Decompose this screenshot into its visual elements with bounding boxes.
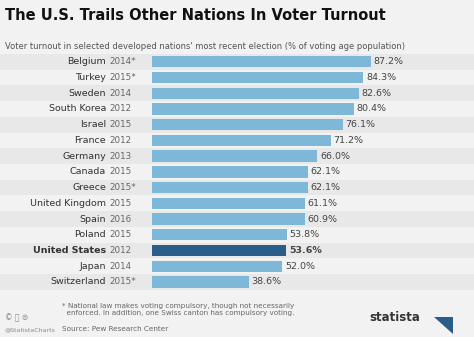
Bar: [152, 245, 286, 256]
Bar: [0, 227, 474, 243]
Text: Germany: Germany: [63, 152, 106, 161]
Bar: [0, 54, 474, 70]
Text: 53.6%: 53.6%: [289, 246, 321, 255]
Text: 2016: 2016: [109, 215, 131, 223]
Text: United Kingdom: United Kingdom: [30, 199, 106, 208]
Text: Switzerland: Switzerland: [51, 277, 106, 286]
Text: 61.1%: 61.1%: [308, 199, 337, 208]
Text: 52.0%: 52.0%: [285, 262, 315, 271]
Text: United States: United States: [33, 246, 106, 255]
Text: © ⓘ ⊜: © ⓘ ⊜: [5, 313, 28, 323]
Text: Israel: Israel: [80, 120, 106, 129]
Bar: [0, 274, 474, 290]
Text: 2015: 2015: [109, 199, 131, 208]
Text: 2015*: 2015*: [109, 277, 136, 286]
Text: 2012: 2012: [109, 136, 131, 145]
Bar: [152, 166, 308, 178]
Bar: [0, 117, 474, 132]
Text: 71.2%: 71.2%: [333, 136, 363, 145]
Bar: [0, 70, 474, 85]
Text: Voter turnout in selected developed nations' most recent election (% of voting a: Voter turnout in selected developed nati…: [5, 42, 405, 51]
Bar: [0, 101, 474, 117]
Text: 2012: 2012: [109, 246, 131, 255]
Bar: [152, 261, 283, 272]
Text: Canada: Canada: [70, 167, 106, 176]
Text: Poland: Poland: [74, 230, 106, 239]
Text: 84.3%: 84.3%: [366, 73, 396, 82]
Text: 80.4%: 80.4%: [356, 104, 386, 114]
Bar: [152, 135, 330, 146]
Bar: [0, 132, 474, 148]
Bar: [152, 72, 364, 83]
Text: 62.1%: 62.1%: [310, 183, 340, 192]
Text: statista: statista: [370, 310, 420, 324]
Text: 2015: 2015: [109, 230, 131, 239]
Text: 2014: 2014: [109, 89, 131, 98]
Text: France: France: [74, 136, 106, 145]
Text: * National law makes voting compulsory, though not necessarily
  enforced. In ad: * National law makes voting compulsory, …: [62, 303, 294, 316]
Polygon shape: [434, 317, 453, 334]
Text: Turkey: Turkey: [75, 73, 106, 82]
Bar: [0, 211, 474, 227]
Bar: [0, 180, 474, 195]
Text: The U.S. Trails Other Nations In Voter Turnout: The U.S. Trails Other Nations In Voter T…: [5, 8, 385, 24]
Text: 38.6%: 38.6%: [251, 277, 281, 286]
Text: 60.9%: 60.9%: [307, 215, 337, 223]
Bar: [0, 243, 474, 258]
Text: 2012: 2012: [109, 104, 131, 114]
Text: 53.8%: 53.8%: [289, 230, 319, 239]
Text: 2013: 2013: [109, 152, 131, 161]
Bar: [0, 148, 474, 164]
Bar: [152, 276, 249, 287]
Text: Source: Pew Research Center: Source: Pew Research Center: [62, 326, 168, 332]
Bar: [152, 151, 318, 162]
Bar: [152, 119, 343, 130]
Text: 2014: 2014: [109, 262, 131, 271]
Text: South Korea: South Korea: [49, 104, 106, 114]
Text: 82.6%: 82.6%: [362, 89, 392, 98]
Bar: [0, 258, 474, 274]
Bar: [0, 164, 474, 180]
Text: 2015*: 2015*: [109, 73, 136, 82]
Bar: [152, 103, 354, 115]
Bar: [0, 195, 474, 211]
Text: Belgium: Belgium: [67, 57, 106, 66]
Bar: [152, 88, 359, 99]
Text: 66.0%: 66.0%: [320, 152, 350, 161]
Bar: [152, 198, 305, 209]
Bar: [152, 213, 305, 225]
Text: 2014*: 2014*: [109, 57, 136, 66]
Text: Spain: Spain: [80, 215, 106, 223]
Text: 2015*: 2015*: [109, 183, 136, 192]
Text: 2015: 2015: [109, 167, 131, 176]
Bar: [152, 229, 287, 240]
Text: 76.1%: 76.1%: [346, 120, 375, 129]
Text: 87.2%: 87.2%: [373, 57, 403, 66]
Bar: [0, 85, 474, 101]
Text: Japan: Japan: [80, 262, 106, 271]
Text: Sweden: Sweden: [69, 89, 106, 98]
Text: 62.1%: 62.1%: [310, 167, 340, 176]
Text: Greece: Greece: [73, 183, 106, 192]
Text: 2015: 2015: [109, 120, 131, 129]
Text: @StatistaCharts: @StatistaCharts: [5, 327, 55, 332]
Bar: [152, 182, 308, 193]
Bar: [152, 56, 371, 67]
